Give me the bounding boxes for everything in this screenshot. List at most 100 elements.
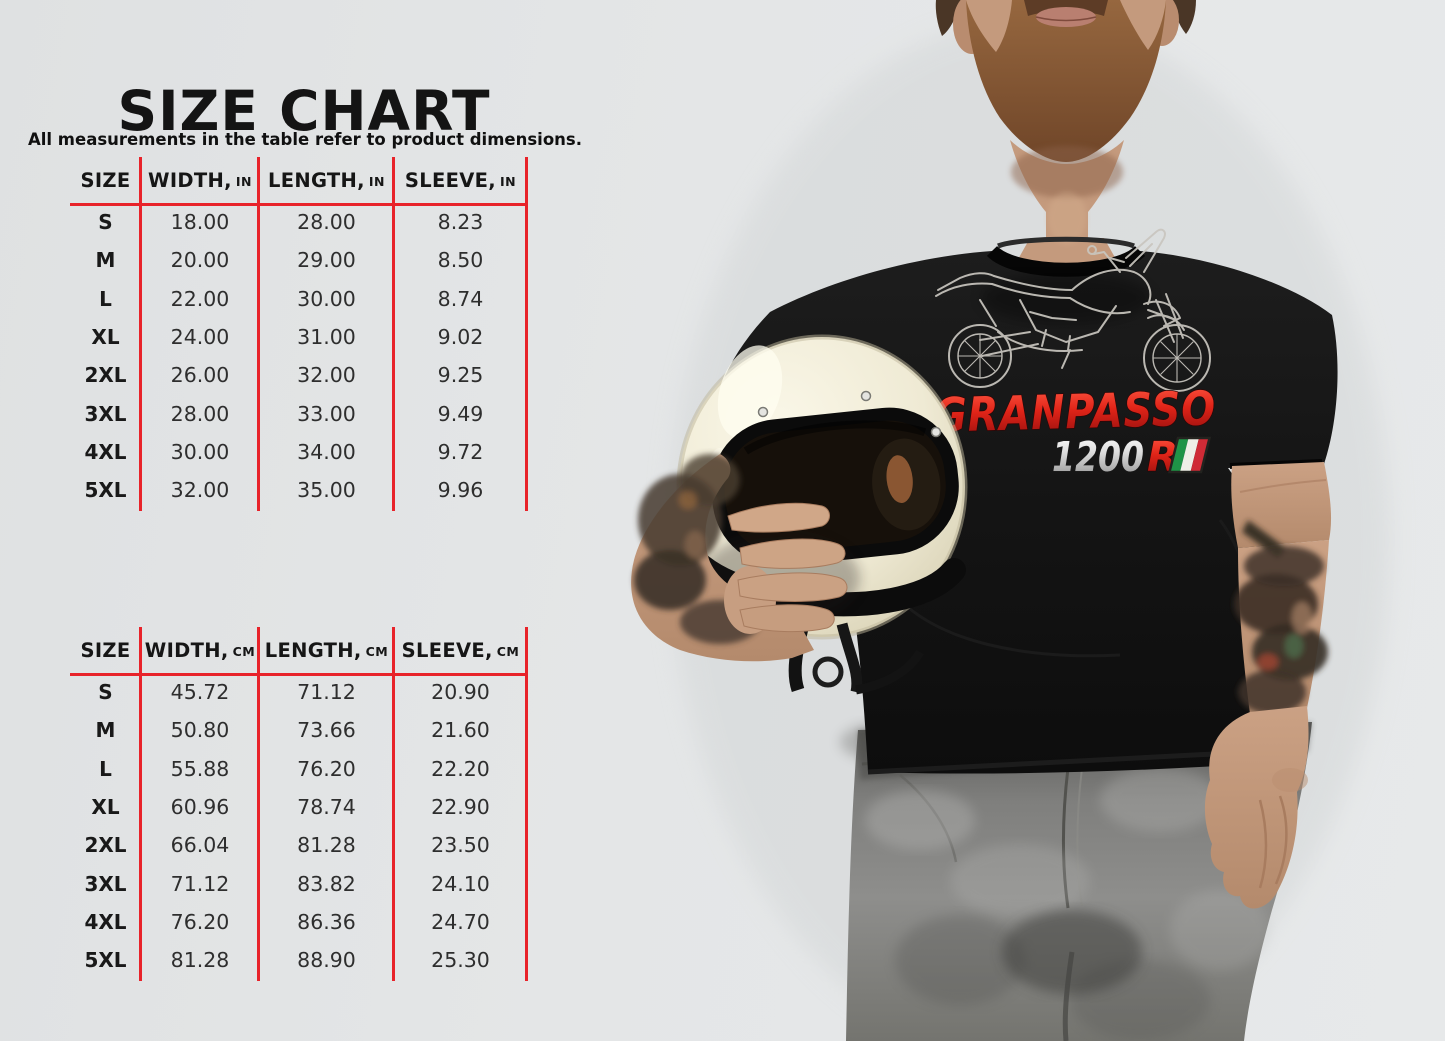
table-cell: 2XL (84, 363, 127, 388)
table-cell: 9.72 (437, 439, 484, 464)
table-cell: 24.70 (431, 909, 490, 934)
table-cell: M (95, 718, 116, 743)
table-cell: 28.00 (170, 401, 230, 426)
table-cell: 83.82 (297, 871, 356, 896)
model-left-hand (1204, 706, 1309, 909)
column-header-sleeve: SLEEVE, IN (404, 168, 517, 192)
table-cell: 66.04 (170, 833, 230, 858)
model-left-arm (1204, 462, 1332, 909)
table-cell: 8.23 (437, 210, 484, 235)
table-cell: 60.96 (170, 795, 230, 820)
page-subtitle: All measurements in the table refer to p… (27, 129, 582, 149)
table-cell: 2XL (84, 833, 127, 858)
table-cell: 32.00 (297, 363, 356, 388)
table-cell: 73.66 (297, 718, 356, 743)
tshirt-print: GRANPASSO 1200 R (933, 228, 1217, 482)
table-divider (257, 157, 260, 511)
table-cell: 22.90 (431, 795, 490, 820)
table-cell: 3XL (84, 401, 127, 426)
table-cell: 20.90 (431, 680, 490, 705)
column-header-size: SIZE (80, 638, 131, 662)
table-cell: 9.96 (437, 478, 484, 503)
table-cell: 55.88 (170, 756, 230, 781)
table-cell: 9.49 (437, 401, 484, 426)
table-cell: S (98, 680, 113, 705)
column-header-size: SIZE (80, 168, 131, 192)
table-divider (525, 157, 528, 511)
table-cell: 24.10 (431, 871, 490, 896)
table-cell: 31.00 (297, 325, 356, 350)
table-cell: 20.00 (170, 248, 230, 273)
table-cell: 25.30 (431, 948, 490, 973)
table-cell: 9.25 (437, 363, 484, 388)
helmet-rivet (860, 390, 872, 402)
table-cell: 4XL (84, 439, 127, 464)
table-cell: XL (91, 795, 120, 820)
table-cell: S (98, 210, 113, 235)
column-header-sleeve: SLEEVE, CM (401, 638, 520, 662)
table-divider (257, 627, 260, 981)
table-cell: L (99, 756, 112, 781)
table-cell: 81.28 (170, 948, 230, 973)
table-cell: 28.00 (297, 210, 356, 235)
size-table-inches: SIZE WIDTH, IN LENGTH, IN SLEEVE, IN S 18.0… (70, 157, 528, 511)
table-cell: L (99, 286, 112, 311)
model-right-arm (631, 454, 860, 662)
italian-flag-icon (1167, 436, 1212, 474)
table-cell: 50.80 (170, 718, 230, 743)
table-cell: 5XL (84, 948, 127, 973)
table-cell: M (95, 248, 116, 273)
table-cell: 26.00 (170, 363, 230, 388)
model-photo: GRANPASSO 1200 R (600, 0, 1445, 1041)
table-cell: 4XL (84, 909, 127, 934)
tshirt-collar (986, 245, 1146, 277)
table-cell: 30.00 (170, 439, 230, 464)
table-divider (139, 157, 142, 511)
table-divider (139, 627, 142, 981)
table-cell: 8.74 (437, 286, 484, 311)
table-header-rule (70, 673, 528, 676)
table-cell: 45.72 (170, 680, 230, 705)
table-cell: 33.00 (297, 401, 356, 426)
table-cell: 21.60 (431, 718, 490, 743)
table-divider (525, 627, 528, 981)
table-cell: 22.20 (431, 756, 490, 781)
table-cell: 81.28 (297, 833, 356, 858)
helmet-rivet (930, 426, 942, 438)
table-cell: 71.12 (170, 871, 230, 896)
table-cell: 76.20 (170, 909, 230, 934)
table-cell: 3XL (84, 871, 127, 896)
table-header-rule (70, 203, 528, 206)
column-header-width: WIDTH, IN (148, 168, 252, 192)
table-cell: 71.12 (297, 680, 356, 705)
helmet-rivet (757, 406, 769, 418)
table-cell: 32.00 (170, 478, 230, 503)
column-header-length: LENGTH, IN (268, 168, 385, 192)
model-photo-graphic: GRANPASSO 1200 R (631, 0, 1390, 1041)
size-table-cm: SIZE WIDTH, CM LENGTH, CM SLEEVE, CM S 45.7… (70, 627, 528, 981)
table-cell: 30.00 (297, 286, 356, 311)
model-face (935, 0, 1196, 162)
forearm-tattoo (1234, 520, 1328, 714)
model-right-hand (727, 502, 848, 633)
brand-text-granpasso: GRANPASSO (933, 381, 1216, 443)
table-cell: 86.36 (297, 909, 356, 934)
table-cell: 78.74 (297, 795, 356, 820)
column-header-width: WIDTH, CM (144, 638, 256, 662)
table-cell: 76.20 (297, 756, 356, 781)
table-cell: 34.00 (297, 439, 356, 464)
table-cell: 9.02 (437, 325, 484, 350)
model-number-text: 1200 (1052, 433, 1144, 481)
table-cell: 88.90 (297, 948, 356, 973)
table-cell: 18.00 (170, 210, 230, 235)
table-cell: 22.00 (170, 286, 230, 311)
page-title: SIZE CHART (117, 78, 491, 143)
table-cell: 23.50 (431, 833, 490, 858)
table-cell: 24.00 (170, 325, 230, 350)
table-cell: 5XL (84, 478, 127, 503)
table-cell: 8.50 (437, 248, 484, 273)
motorcycle-outline-graphic (935, 228, 1211, 392)
table-divider (392, 627, 395, 981)
table-cell: 35.00 (297, 478, 356, 503)
